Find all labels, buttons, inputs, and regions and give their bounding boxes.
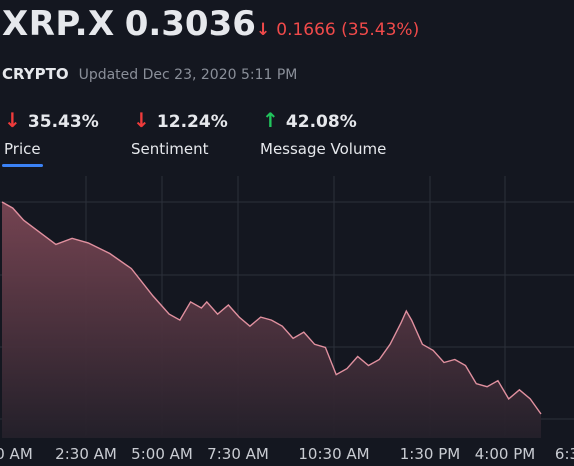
- price-line: [1, 201, 542, 415]
- price-change: ↓ 0.1666 (35.43%): [256, 20, 419, 40]
- metric-label: Price: [4, 140, 41, 158]
- metric-sentiment-tab[interactable]: ↓ 12.24% Sentiment: [131, 108, 228, 158]
- x-axis: 0 AM 2:30 AM 5:00 AM 7:30 AM 10:30 AM 1:30 PM…: [0, 445, 574, 463]
- x-tick-label: 7:30 AM: [207, 445, 269, 463]
- ticker-symbol: XRP.X: [2, 4, 115, 44]
- metric-value: 12.24%: [156, 112, 228, 132]
- x-tick-label: 6:3: [555, 445, 574, 463]
- price-change-text: 0.1666 (35.43%): [276, 20, 420, 40]
- updated-timestamp: Updated Dec 23, 2020 5:11 PM: [78, 67, 298, 83]
- x-tick-label: 5:00 AM: [131, 445, 193, 463]
- metric-value: 42.08%: [285, 112, 357, 132]
- x-tick-label: 4:00 PM: [475, 445, 535, 463]
- asset-type: CRYPTO: [2, 65, 69, 83]
- x-tick-label: 0 AM: [0, 445, 33, 463]
- title-row: XRP.X 0.3036: [2, 4, 256, 44]
- x-tick-label: 2:30 AM: [55, 445, 117, 463]
- price-area: [2, 202, 541, 438]
- down-arrow-icon: ↓: [133, 108, 150, 132]
- up-arrow-icon: ↑: [262, 108, 279, 132]
- x-tick-label: 1:30 PM: [400, 445, 460, 463]
- selected-tab-indicator: [2, 164, 43, 167]
- down-arrow-icon: ↓: [4, 108, 21, 132]
- down-arrow-icon: ↓: [256, 20, 271, 40]
- metric-value: 35.43%: [27, 112, 99, 132]
- metric-label: Sentiment: [131, 140, 209, 158]
- sub-row: CRYPTO Updated Dec 23, 2020 5:11 PM: [2, 64, 297, 83]
- metric-price-tab[interactable]: ↓ 35.43% Price: [4, 108, 99, 158]
- metric-label: Message Volume: [260, 140, 387, 158]
- price-chart: 0 AM 2:30 AM 5:00 AM 7:30 AM 10:30 AM 1:30 PM…: [0, 176, 574, 463]
- x-tick-label: 10:30 AM: [298, 445, 369, 463]
- current-price: 0.3036: [124, 4, 256, 44]
- metric-message-volume-tab[interactable]: ↑ 42.08% Message Volume: [260, 108, 387, 158]
